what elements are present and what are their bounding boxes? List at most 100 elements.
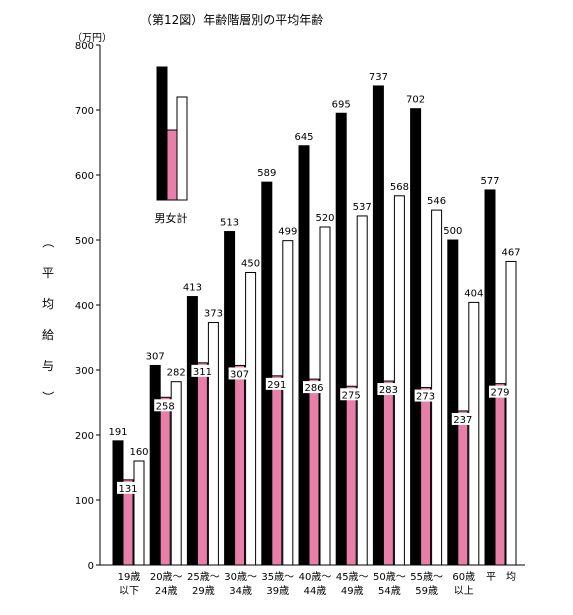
data-label: 450 — [241, 259, 260, 270]
x-tick-label: 44歳 — [304, 585, 327, 597]
data-label-bg — [340, 388, 363, 401]
bars — [112, 85, 517, 566]
x-tick-label: 39歳 — [266, 585, 289, 597]
legend-swatch — [156, 66, 168, 201]
x-tick-label: 34歳 — [229, 585, 252, 597]
y-axis-label-char: 均 — [42, 297, 54, 311]
y-tick-label: 100 — [75, 496, 94, 507]
data-label: 568 — [390, 182, 409, 193]
data-labels: 191 131 160 307 258 282 413 311 373 513 307 450 589 2… — [108, 72, 520, 495]
bar — [382, 380, 394, 566]
bar — [345, 385, 357, 566]
bar — [122, 479, 134, 566]
x-tick-label: 60歳 — [452, 571, 475, 583]
x-tick-label: 49歳 — [341, 585, 364, 597]
x-tick-label: 40歳～ — [299, 571, 332, 583]
data-label: 286 — [304, 383, 323, 394]
bar — [133, 460, 145, 566]
data-label: 695 — [332, 99, 351, 110]
y-axis-label-char: 与 — [42, 359, 54, 373]
y-tick-label: 500 — [75, 236, 94, 247]
bar — [372, 85, 384, 566]
data-label: 273 — [416, 392, 435, 403]
data-label-bg — [191, 364, 214, 377]
x-tick-label: 54歳 — [378, 585, 401, 597]
bar — [224, 231, 236, 566]
data-label: 537 — [353, 202, 372, 213]
data-label: 413 — [183, 283, 202, 294]
data-label: 500 — [443, 226, 462, 237]
bar — [308, 378, 320, 566]
y-axis-label-char: ） — [41, 391, 55, 403]
bar — [393, 195, 405, 566]
legend: 男女計 — [155, 66, 188, 225]
y-axis-label-char: 給 — [42, 328, 54, 342]
data-label: 577 — [480, 176, 499, 187]
x-tick-label: 25歳～ — [187, 571, 220, 583]
x-tick-label: 50歳～ — [373, 571, 406, 583]
data-label: 307 — [146, 351, 165, 362]
data-label-bg — [228, 367, 251, 380]
x-tick-label: 59歳 — [415, 585, 438, 597]
data-label: 467 — [501, 247, 520, 258]
bar — [170, 381, 182, 566]
y-axis-label-char: （ — [41, 236, 55, 248]
legend-swatch — [166, 129, 178, 201]
bar — [207, 322, 219, 566]
data-label-bg — [451, 412, 474, 425]
data-label: 702 — [406, 95, 425, 106]
x-tick-label: 20歳～ — [150, 571, 183, 583]
y-tick-label: 600 — [75, 171, 94, 182]
data-label-bg — [154, 399, 177, 412]
data-label: 131 — [118, 484, 137, 495]
y-tick-label: 400 — [75, 301, 94, 312]
bar — [447, 239, 459, 566]
bar — [159, 396, 171, 566]
data-label: 283 — [379, 385, 398, 396]
bar — [410, 108, 422, 566]
bar — [484, 189, 496, 566]
data-label: 404 — [464, 288, 483, 299]
y-axis-ticks: 0 100 200 300 400 500 600 700 800 — [75, 41, 100, 572]
bar — [319, 226, 331, 566]
data-label: 513 — [220, 218, 239, 229]
y-tick-label: 300 — [75, 366, 94, 377]
data-label: 373 — [204, 309, 223, 320]
data-label: 275 — [342, 390, 361, 401]
data-label-bg — [377, 383, 400, 396]
data-label-bg — [265, 377, 288, 390]
data-label: 546 — [427, 196, 446, 207]
x-tick-label: 35歳～ — [261, 571, 294, 583]
y-axis-label-char: 平 — [42, 266, 54, 280]
bar — [494, 383, 506, 566]
data-label: 311 — [193, 367, 212, 378]
bar — [261, 181, 273, 566]
data-label: 499 — [278, 227, 297, 238]
bar — [245, 272, 257, 566]
data-label: 279 — [490, 388, 509, 399]
y-tick-label: 0 — [88, 561, 94, 572]
data-label: 737 — [369, 72, 388, 83]
data-label-bg — [117, 481, 139, 494]
bar — [282, 240, 294, 566]
data-label: 307 — [230, 369, 249, 380]
bar — [505, 260, 517, 566]
data-label: 645 — [294, 132, 313, 143]
x-tick-label: 平 均 — [486, 571, 516, 583]
x-tick-label: 以下 — [119, 586, 139, 597]
data-label: 160 — [129, 447, 148, 458]
bar — [457, 410, 469, 566]
legend-swatch — [176, 96, 188, 201]
x-tick-label: 55歳～ — [410, 571, 443, 583]
bar — [271, 375, 283, 566]
data-label: 191 — [108, 427, 127, 438]
legend-label: 男女計 — [155, 211, 188, 225]
y-axis-unit: （万円） — [72, 32, 112, 44]
data-label: 520 — [315, 213, 334, 224]
y-tick-label: 800 — [75, 41, 94, 52]
x-tick-label: 以上 — [454, 585, 474, 597]
bar — [420, 387, 432, 566]
bar — [298, 145, 310, 566]
